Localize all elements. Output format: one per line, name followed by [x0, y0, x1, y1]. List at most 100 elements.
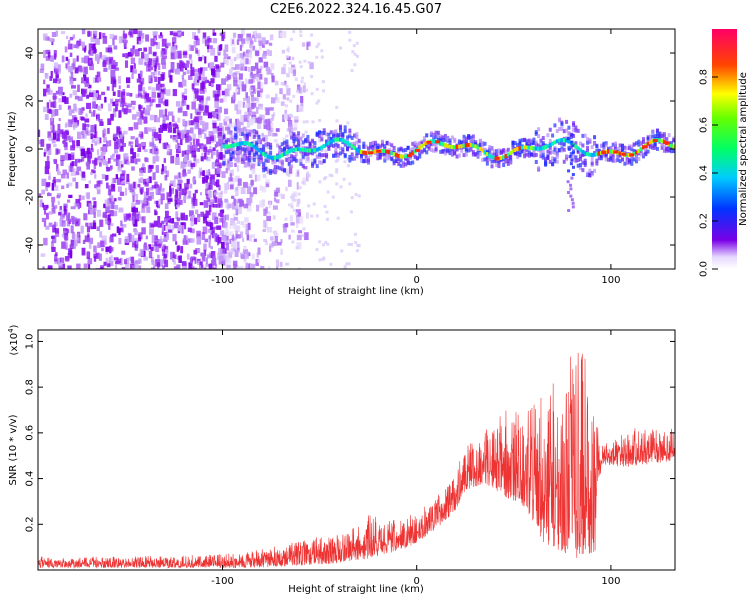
heatmap-noise-cell [148, 46, 152, 55]
heatmap-signal-cell [436, 133, 440, 138]
heatmap-signal-cell [520, 138, 524, 143]
heatmap-signal-cell [334, 133, 338, 138]
heatmap-noise-cell [118, 110, 122, 118]
heatmap-signal-cell [502, 163, 506, 168]
heatmap-noise-cell [225, 76, 229, 82]
heatmap-signal-cell [304, 148, 308, 153]
heatmap-noise-cell [289, 99, 293, 103]
heatmap-signal-cell [432, 133, 436, 138]
heatmap-signal-cell [523, 154, 527, 159]
heatmap-signal-cell [553, 159, 557, 164]
heatmap-noise-cell [234, 249, 239, 257]
heatmap-peak-cell [642, 145, 648, 149]
heatmap-noise-cell [155, 165, 159, 174]
heatmap-noise-cell [301, 42, 306, 47]
heatmap-signal-cell [343, 142, 347, 147]
snr-series-line [38, 352, 675, 569]
heatmap-noise-cell [151, 267, 155, 269]
heatmap-noise-cell [202, 170, 205, 177]
heatmap-signal-cell [287, 146, 291, 151]
heatmap-noise-cell [64, 256, 70, 261]
heatmap-signal-cell [329, 139, 333, 144]
heatmap-noise-cell [116, 177, 122, 185]
heatmap-signal-cell [462, 153, 466, 158]
heatmap-noise-cell [153, 69, 158, 76]
heatmap-noise-cell [131, 235, 135, 243]
heatmap-signal-cell [234, 127, 238, 132]
heatmap-noise-cell [245, 37, 249, 41]
heatmap-noise-cell [189, 210, 194, 217]
heatmap-signal-cell [387, 142, 391, 147]
heatmap-noise-cell [238, 107, 241, 114]
heatmap-noise-cell [199, 202, 204, 206]
heatmap-noise-cell [90, 143, 94, 150]
heatmap-noise-cell [330, 174, 334, 178]
heatmap-noise-cell [196, 236, 201, 245]
heatmap-noise-cell [177, 245, 180, 251]
heatmap-signal-cell [313, 148, 317, 153]
heatmap-noise-cell [140, 177, 144, 184]
heatmap-signal-cell [539, 138, 543, 143]
heatmap-noise-cell [253, 37, 257, 43]
heatmap-noise-cell [258, 57, 263, 63]
heatmap-signal-cell [637, 149, 641, 154]
heatmap-noise-cell [206, 254, 210, 259]
heatmap-noise-cell [234, 177, 237, 182]
heatmap-signal-cell [269, 170, 273, 175]
heatmap-signal-cell [562, 142, 566, 147]
heatmap-signal-cell [662, 132, 666, 137]
heatmap-noise-cell [75, 200, 78, 207]
heatmap-noise-cell [250, 96, 255, 102]
heatmap-noise-cell [336, 216, 340, 220]
heatmap-noise-cell [127, 232, 132, 240]
heatmap-signal-cell [518, 138, 522, 143]
heatmap-noise-cell [163, 165, 167, 174]
heatmap-noise-cell [296, 212, 301, 217]
heatmap-signal-cell [227, 144, 231, 149]
heatmap-noise-cell [193, 249, 198, 255]
heatmap-noise-cell [43, 208, 47, 215]
heatmap-noise-cell [290, 195, 294, 199]
heatmap-signal-cell [565, 136, 569, 141]
heatmap-signal-cell [485, 152, 489, 157]
heatmap-noise-cell [164, 175, 168, 181]
heatmap-signal-cell [655, 134, 659, 139]
heatmap-noise-cell [269, 107, 274, 111]
heatmap-signal-cell [462, 139, 466, 144]
heatmap-noise-cell [310, 33, 314, 37]
heatmap-signal-cell [483, 147, 487, 152]
heatmap-noise-cell [240, 265, 244, 269]
heatmap-noise-cell [177, 117, 181, 123]
heatmap-signal-cell [457, 153, 461, 158]
heatmap-signal-cell [483, 141, 487, 146]
heatmap-noise-cell [232, 260, 238, 267]
heatmap-signal-cell [457, 139, 461, 144]
heatmap-signal-cell [555, 154, 559, 159]
heatmap-noise-cell [41, 217, 47, 223]
heatmap-noise-cell [196, 111, 201, 116]
heatmap-noise-cell [53, 176, 56, 184]
heatmap-noise-cell [198, 128, 202, 135]
heatmap-noise-cell [215, 235, 220, 243]
heatmap-signal-cell [471, 152, 475, 157]
heatmap-noise-cell [301, 180, 305, 184]
heatmap-noise-cell [149, 102, 153, 107]
heatmap-signal-cell [628, 158, 632, 163]
heatmap-signal-cell [283, 140, 287, 145]
heatmap-noise-cell [108, 140, 112, 147]
heatmap-noise-cell [275, 199, 280, 204]
heatmap-noise-cell [295, 223, 299, 229]
heatmap-noise-cell [122, 130, 128, 135]
heatmap-noise-cell [90, 36, 96, 43]
heatmap-noise-cell [261, 37, 266, 45]
heatmap-signal-cell [481, 148, 485, 153]
heatmap-noise-cell [70, 225, 74, 234]
heatmap-peak-cell [406, 154, 412, 158]
spectrogram-xtick-label: -100 [211, 275, 234, 286]
heatmap-noise-cell [164, 217, 168, 223]
heatmap-signal-cell [553, 150, 557, 155]
heatmap-noise-cell [46, 102, 50, 109]
heatmap-noise-cell [218, 163, 222, 169]
heatmap-signal-cell [523, 138, 527, 143]
heatmap-signal-cell [252, 130, 256, 135]
